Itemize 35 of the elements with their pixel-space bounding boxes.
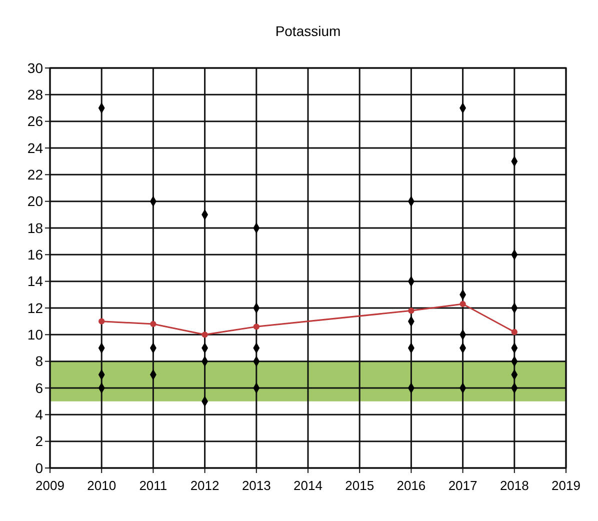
y-tick-label: 26	[27, 113, 44, 130]
y-tick-label: 20	[27, 193, 44, 210]
point	[511, 328, 518, 336]
y-tick-label: 12	[27, 300, 44, 316]
y-tick-label: 2	[35, 433, 44, 450]
y-tick-label: 18	[27, 220, 44, 236]
y-tick-label: 30	[27, 60, 44, 76]
y-tick-label: 8	[35, 353, 44, 370]
x-tick-label: 2010	[87, 478, 116, 493]
x-tick-label: 2017	[448, 478, 478, 493]
y-tick-label: 24	[27, 140, 44, 156]
y-tick-label: 16	[27, 246, 44, 263]
x-tick-label: 2009	[36, 478, 64, 493]
point	[202, 332, 208, 338]
x-tick-label: 2015	[345, 478, 374, 493]
y-tick-label: 6	[35, 380, 44, 396]
chart-title: Potassium	[275, 23, 341, 39]
point	[253, 324, 260, 330]
x-tick-label: 2013	[242, 478, 271, 493]
x-tick-label: 2018	[500, 478, 529, 493]
y-tick-label: 10	[27, 326, 44, 343]
x-tick-label: 2011	[139, 478, 168, 493]
y-tick-label: 22	[27, 166, 44, 183]
y-tick-label: 28	[27, 86, 44, 103]
point	[460, 300, 466, 308]
y-tick-label: 14	[27, 273, 44, 290]
x-tick-label: 2019	[552, 478, 580, 493]
y-tick-label: 4	[35, 406, 44, 423]
x-tick-label: 2016	[396, 478, 426, 493]
point	[150, 320, 156, 328]
x-tick-label: 2012	[190, 478, 220, 493]
x-tick-label: 2014	[294, 478, 322, 493]
point	[98, 318, 105, 324]
point	[408, 308, 414, 314]
y-tick-label: 0	[35, 460, 44, 476]
